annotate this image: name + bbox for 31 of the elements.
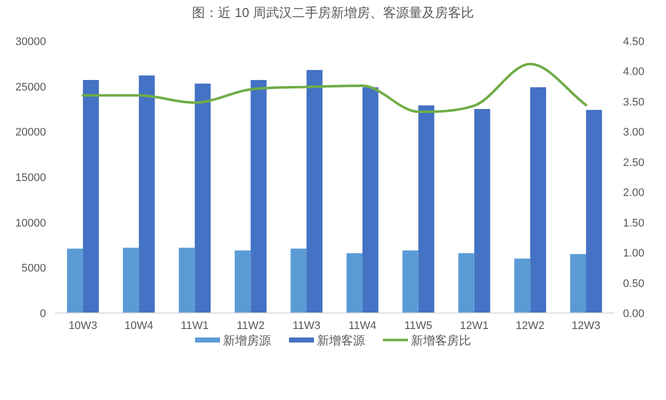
ytick: 25000 [15,81,46,94]
xtick: 11W4 [348,320,376,332]
xtick: 11W1 [180,320,209,332]
legend-text: 新增客房比 [411,334,471,348]
xtick: 10W4 [124,320,154,332]
xtick: 12W1 [460,320,489,332]
ytick: 10000 [15,217,46,230]
xtick: 12W2 [516,320,545,332]
xtick: 11W2 [236,320,265,332]
ytick: 30000 [15,36,46,48]
xtick: 11W3 [292,320,320,332]
xtick: 12W3 [572,320,600,332]
xtick: 11W5 [404,320,432,332]
y2tick: 0.50 [623,278,644,290]
y2tick: 4.00 [623,66,644,78]
y2tick: 2.50 [623,156,644,169]
y2tick: 1.00 [623,248,644,260]
y2tick: 0.00 [623,308,644,320]
legend-text: 新增房源 [223,334,271,348]
ytick: 0 [40,308,46,320]
ytick: 15000 [15,172,46,184]
y2tick: 3.50 [623,96,644,108]
title: 图：近 10 周武汉二手房新增房、客源量及房客比 [192,5,474,20]
ytick: 5000 [22,262,46,275]
y2tick: 2.00 [623,187,644,200]
y2tick: 1.50 [623,217,644,230]
legend-text: 新增客源 [317,334,365,348]
xtick: 10W3 [68,320,98,332]
y2tick: 3.00 [623,126,644,139]
ytick: 20000 [15,126,46,139]
y2tick: 4.50 [623,36,644,48]
